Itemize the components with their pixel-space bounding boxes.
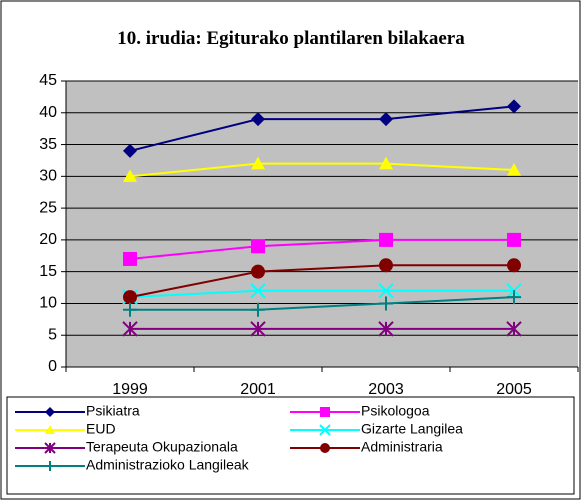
series-line xyxy=(130,296,515,311)
marker xyxy=(251,302,265,317)
marker xyxy=(123,251,137,266)
marker xyxy=(44,442,56,454)
chart-title: 10. irudia: Egiturako plantilaren bilaka… xyxy=(117,28,465,49)
y-tick-label: 45 xyxy=(39,72,57,89)
series-line xyxy=(129,264,514,299)
marker xyxy=(122,321,138,337)
y-tick-label: 5 xyxy=(48,326,57,343)
marker xyxy=(123,143,137,158)
marker xyxy=(320,443,330,453)
y-tick-label: 15 xyxy=(39,263,57,280)
x-tick-label: 2003 xyxy=(368,381,404,398)
marker xyxy=(378,321,394,337)
marker xyxy=(319,424,331,436)
y-tick-label: 40 xyxy=(39,104,57,121)
legend-label: EUD xyxy=(86,421,116,437)
marker xyxy=(251,264,265,279)
legend-box xyxy=(6,396,575,495)
y-tick-label: 20 xyxy=(39,231,57,248)
legend-label: Administraria xyxy=(361,439,443,455)
marker xyxy=(251,156,265,170)
marker xyxy=(45,425,55,434)
marker xyxy=(379,232,393,247)
marker xyxy=(506,321,522,337)
y-tick-label: 35 xyxy=(39,136,57,153)
marker xyxy=(379,156,393,170)
legend-label: Psikiatra xyxy=(86,403,140,419)
x-tick-label: 2001 xyxy=(240,381,276,398)
marker xyxy=(320,407,330,417)
marker xyxy=(507,99,521,114)
marker xyxy=(507,258,521,273)
series-line xyxy=(129,105,515,152)
marker xyxy=(379,112,393,127)
y-tick-label: 30 xyxy=(39,168,57,185)
marker xyxy=(251,112,265,127)
marker xyxy=(45,407,55,417)
legend-label: Administrazioko Langileak xyxy=(86,457,250,473)
legend-label: Psikologoa xyxy=(361,403,430,419)
marker xyxy=(250,321,266,337)
plot-area xyxy=(66,81,578,367)
marker xyxy=(250,283,266,299)
legend-label: Terapeuta Okupazionala xyxy=(86,439,238,455)
marker xyxy=(379,296,393,311)
marker xyxy=(45,461,55,471)
y-tick-label: 25 xyxy=(39,199,57,216)
marker xyxy=(123,290,137,305)
marker xyxy=(507,232,521,247)
marker xyxy=(123,169,137,182)
series-line xyxy=(129,238,514,260)
y-tick-label: 0 xyxy=(48,358,57,375)
marker xyxy=(507,290,521,305)
legend-label: Gizarte Langilea xyxy=(361,421,463,437)
marker xyxy=(379,258,393,273)
marker xyxy=(378,283,394,299)
series-line xyxy=(129,162,515,178)
x-tick-label: 1999 xyxy=(112,381,148,398)
y-tick-label: 10 xyxy=(39,295,57,312)
x-tick-label: 2005 xyxy=(496,381,532,398)
series-line xyxy=(129,289,514,299)
marker xyxy=(251,239,265,254)
marker xyxy=(123,302,137,317)
marker xyxy=(507,162,521,176)
